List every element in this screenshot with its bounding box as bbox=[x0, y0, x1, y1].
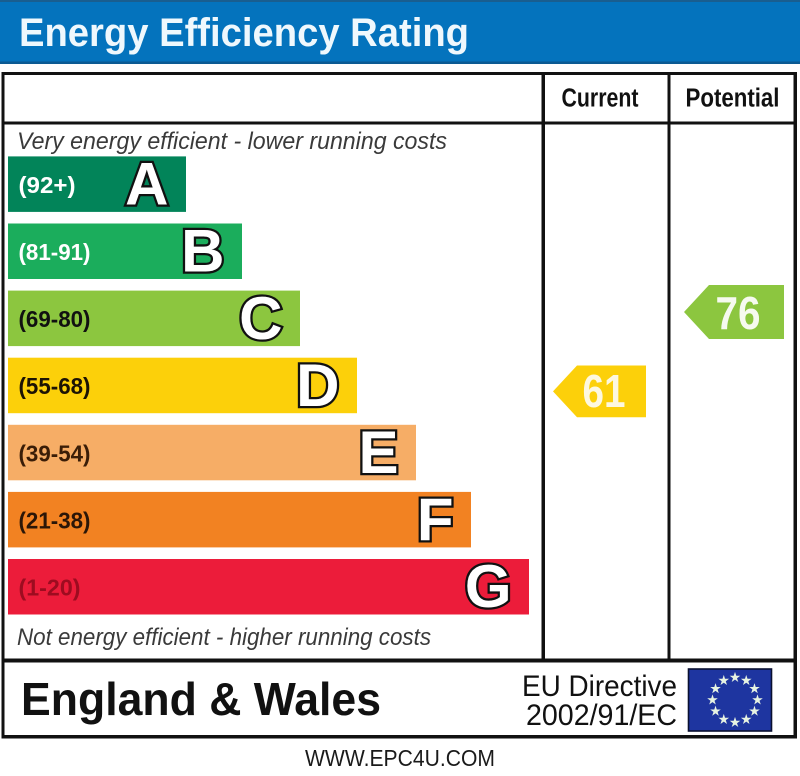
svg-text:Very energy efficient - lower: Very energy efficient - lower running co… bbox=[17, 128, 447, 155]
svg-text:B: B bbox=[181, 218, 224, 285]
svg-text:Not energy efficient - higher: Not energy efficient - higher running co… bbox=[17, 624, 431, 651]
svg-text:(1-20): (1-20) bbox=[19, 575, 81, 601]
svg-text:C: C bbox=[239, 285, 282, 352]
svg-text:Energy Efficiency Rating: Energy Efficiency Rating bbox=[19, 11, 469, 55]
svg-text:(81-91): (81-91) bbox=[19, 239, 91, 265]
svg-text:Current: Current bbox=[562, 85, 639, 113]
svg-text:F: F bbox=[417, 486, 454, 553]
svg-text:(55-68): (55-68) bbox=[19, 373, 91, 399]
svg-text:2002/91/EC: 2002/91/EC bbox=[526, 699, 677, 732]
svg-text:E: E bbox=[358, 419, 398, 486]
svg-text:61: 61 bbox=[583, 365, 626, 417]
svg-text:Potential: Potential bbox=[686, 85, 780, 113]
svg-text:A: A bbox=[125, 151, 168, 218]
svg-text:76: 76 bbox=[716, 287, 761, 339]
svg-text:(39-54): (39-54) bbox=[19, 440, 91, 466]
svg-text:D: D bbox=[296, 352, 339, 419]
svg-text:WWW.EPC4U.COM: WWW.EPC4U.COM bbox=[305, 745, 495, 771]
svg-text:EU Directive: EU Directive bbox=[522, 670, 677, 703]
svg-text:(92+): (92+) bbox=[19, 172, 76, 198]
svg-text:(21-38): (21-38) bbox=[19, 507, 91, 533]
svg-text:(69-80): (69-80) bbox=[19, 306, 91, 332]
svg-text:G: G bbox=[465, 553, 512, 620]
svg-text:England & Wales: England & Wales bbox=[21, 673, 381, 725]
